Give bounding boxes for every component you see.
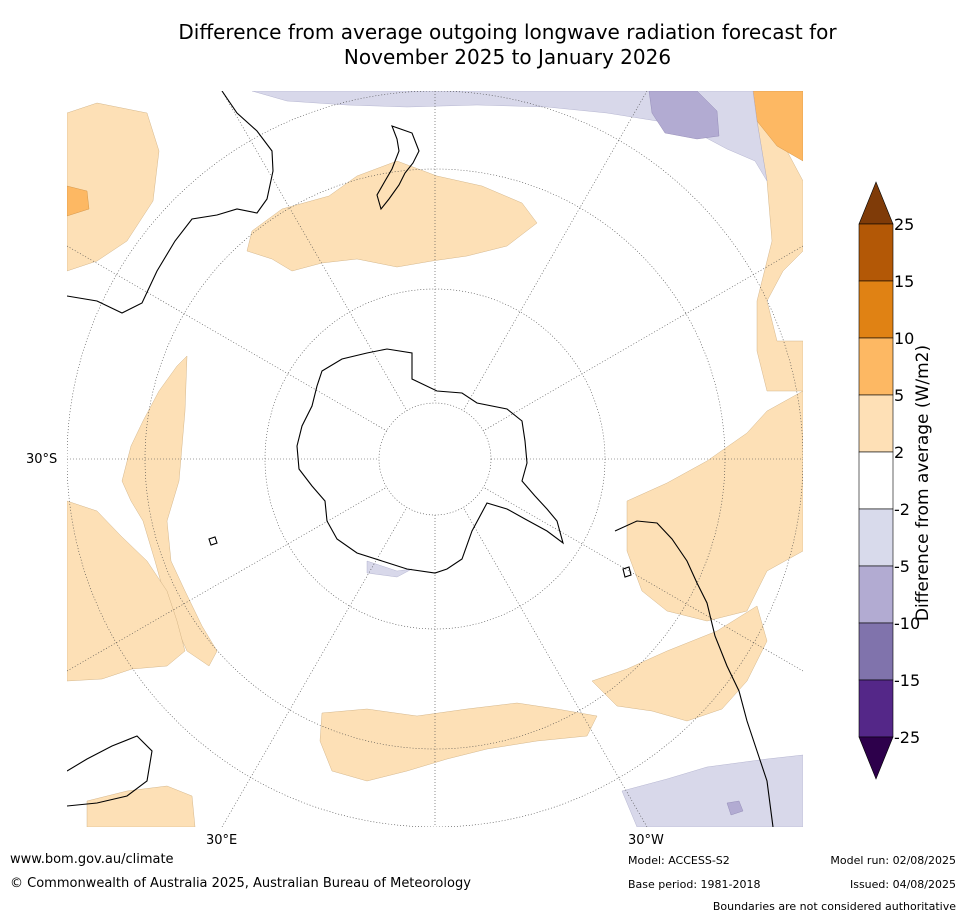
title-line-2: November 2025 to January 2026 [343, 45, 672, 69]
colorbar-extend-bottom [858, 736, 894, 780]
title-line-1: Difference from average outgoing longwav… [178, 20, 837, 44]
colorbar-segment [858, 679, 894, 738]
footer-url[interactable]: www.bom.gov.au/climate [10, 852, 174, 867]
footer-disclaimer: Boundaries are not considered authoritat… [712, 900, 956, 913]
chart-title: Difference from average outgoing longwav… [0, 20, 965, 70]
anomaly-region-antarctic [366, 560, 413, 578]
new-zealand-coast [376, 125, 420, 211]
anomaly-negative-medium [648, 91, 744, 816]
colorbar-segment [858, 337, 894, 396]
anomaly-region-north-strong [648, 91, 720, 140]
colorbar-segment [858, 223, 894, 282]
anomaly-region-ne [756, 120, 803, 392]
longitude-label-30w: 30°W [628, 833, 664, 848]
anomaly-region-se [591, 605, 768, 722]
colorbar-tick-label: -15 [894, 671, 920, 690]
anomaly-positive-light [67, 102, 803, 827]
kerguelen-island [208, 536, 218, 546]
colorbar-segment [858, 508, 894, 567]
anomaly-region-east [626, 390, 803, 622]
colorbar-segment [858, 622, 894, 681]
colorbar-tick-labels: 25 15 10 5 2 -2 -5 -10 -15 -25 [894, 215, 920, 747]
anomaly-region-bottom-right-strong [726, 800, 744, 816]
colorbar-tick-label: 15 [894, 272, 914, 291]
colorbar-tick-label: 5 [894, 386, 904, 405]
colorbar-tick-label: 10 [894, 329, 914, 348]
polar-map [67, 91, 803, 827]
coastlines [67, 91, 774, 827]
anomaly-region-nz [246, 160, 538, 272]
anomaly-region-sw [67, 500, 186, 682]
latitude-label-30s: 30°S [26, 452, 58, 467]
colorbar-tick-label: 2 [894, 443, 904, 462]
footer-copyright: © Commonwealth of Australia 2025, Austra… [10, 876, 471, 891]
south-america-coast [614, 520, 774, 827]
anomaly-negative-light [251, 91, 803, 827]
colorbar-tick-label: -25 [894, 728, 920, 747]
footer-model-run: Model run: 02/08/2025 [830, 854, 956, 867]
colorbar: 25 15 10 5 2 -2 -5 -10 -15 -25 [858, 181, 920, 780]
footer-base-period: Base period: 1981-2018 [628, 878, 761, 891]
anomaly-region-south [319, 702, 598, 782]
colorbar-tick-label: -10 [894, 614, 920, 633]
colorbar-segment [858, 565, 894, 624]
footer-issued: Issued: 04/08/2025 [849, 878, 956, 891]
africa-coast [67, 735, 153, 807]
colorbar-blocks [858, 181, 894, 780]
anomaly-region-bottom-left [86, 785, 196, 827]
footer-model: Model: ACCESS-S2 [628, 854, 730, 867]
graticule [67, 91, 803, 827]
australia-coast [67, 91, 274, 314]
anomaly-region-west [121, 355, 218, 667]
falklands-island [622, 566, 632, 578]
colorbar-extend-top [858, 181, 894, 225]
colorbar-tick-label: -2 [894, 500, 910, 519]
colorbar-segment [858, 280, 894, 339]
colorbar-tick-label: -5 [894, 557, 910, 576]
anomaly-region-bottom-right [621, 754, 803, 827]
colorbar-title: Difference from average (W/m2) [913, 344, 933, 622]
colorbar-tick-label: 25 [894, 215, 914, 234]
antarctica-coast [296, 348, 564, 574]
anomaly-region-nw [67, 102, 160, 272]
longitude-label-30e: 30°E [206, 833, 238, 848]
colorbar-segment [858, 394, 894, 453]
colorbar-segment [858, 451, 894, 510]
anomaly-region-west-strong [67, 185, 90, 217]
